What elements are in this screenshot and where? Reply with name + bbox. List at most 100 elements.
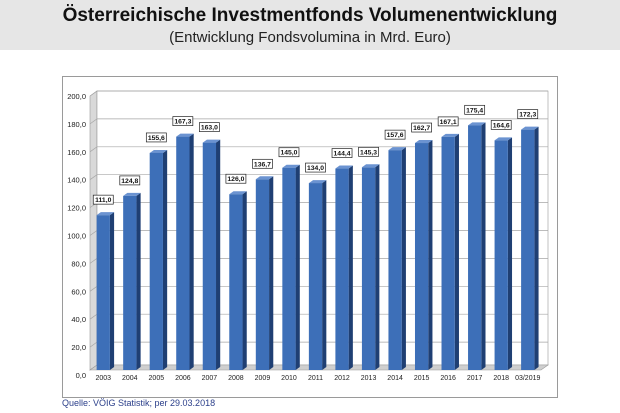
x-tick-label: 2014 xyxy=(387,375,403,382)
y-tick-label: 120,0 xyxy=(67,204,86,213)
bar xyxy=(494,140,508,370)
bar-top xyxy=(441,133,459,137)
bar-top xyxy=(521,126,539,130)
bar-top xyxy=(361,164,380,168)
bar-side xyxy=(375,164,380,370)
bar-top xyxy=(468,122,486,126)
bar xyxy=(255,179,270,370)
gridline xyxy=(89,118,548,125)
bar xyxy=(414,143,429,370)
data-label: 126,0 xyxy=(227,176,244,183)
data-label: 164,6 xyxy=(493,122,510,129)
data-label-box xyxy=(145,132,167,143)
bar-top xyxy=(335,165,353,169)
data-label: 145,3 xyxy=(360,149,377,156)
data-label: 162,7 xyxy=(413,125,430,132)
data-label: 145,0 xyxy=(280,150,297,157)
data-label-box xyxy=(411,122,432,133)
bar-side xyxy=(109,212,115,370)
x-tick-label: 2015 xyxy=(414,375,430,382)
data-label: 124,8 xyxy=(121,178,138,185)
bar-top xyxy=(96,212,115,216)
x-tick-label: 2003 xyxy=(95,375,111,382)
bar-top xyxy=(229,191,247,195)
data-label-box xyxy=(225,173,247,184)
bar-side xyxy=(136,192,141,370)
y-tick-label: 160,0 xyxy=(67,148,86,157)
y-tick-label: 0,0 xyxy=(76,371,86,380)
y-tick-label: 200,0 xyxy=(67,92,86,101)
bar-top xyxy=(414,140,433,144)
chart-subtitle: (Entwicklung Fondsvolumina in Mrd. Euro) xyxy=(169,29,451,46)
side-wall xyxy=(89,90,98,371)
data-label-box xyxy=(464,104,486,115)
bar xyxy=(308,183,323,370)
bar-side xyxy=(481,122,486,370)
chart-title: Österreichische Investmentfonds Volumene… xyxy=(62,5,558,26)
data-label-box xyxy=(92,194,114,205)
bar-top xyxy=(176,133,194,137)
data-label-box xyxy=(305,162,326,173)
bar-top xyxy=(149,149,168,153)
bar-side xyxy=(534,126,539,370)
bar-side xyxy=(322,180,327,370)
data-label: 157,6 xyxy=(387,132,404,139)
bar-top xyxy=(202,139,221,143)
bar xyxy=(149,152,163,370)
y-tick-label: 100,0 xyxy=(67,232,86,241)
x-tick-label: 2013 xyxy=(361,375,377,382)
data-label-box xyxy=(119,175,141,186)
data-label: 134,0 xyxy=(307,165,324,172)
y-tick-label: 140,0 xyxy=(67,176,86,185)
data-label: 163,0 xyxy=(201,125,218,132)
bar xyxy=(521,129,535,370)
bar-side xyxy=(454,133,459,370)
data-label-box xyxy=(252,158,273,169)
y-tick-label: 60,0 xyxy=(71,287,86,296)
bar xyxy=(441,136,455,370)
bar-top xyxy=(123,192,141,196)
data-label-box xyxy=(199,122,220,132)
bar-top xyxy=(308,180,327,184)
data-label-box xyxy=(172,116,194,126)
x-tick-label: 2012 xyxy=(334,375,350,382)
y-tick-label: 180,0 xyxy=(67,120,86,129)
bar-side xyxy=(401,147,406,370)
data-label-box xyxy=(517,109,539,119)
bar xyxy=(123,195,137,370)
y-tick-label: 20,0 xyxy=(71,343,86,352)
data-label: 144,4 xyxy=(334,151,351,158)
x-tick-label: 2005 xyxy=(149,375,165,382)
bar xyxy=(176,136,190,370)
bar-top xyxy=(255,176,274,180)
gridline xyxy=(89,90,548,97)
x-tick-label: 03/2019 xyxy=(515,375,540,382)
bar-side xyxy=(295,164,300,370)
bar-side xyxy=(162,149,168,370)
bar-side xyxy=(507,137,513,370)
bar-side xyxy=(189,133,194,370)
x-tick-label: 2016 xyxy=(440,375,456,382)
bar xyxy=(282,167,296,370)
data-label-box xyxy=(358,146,379,157)
bar-side xyxy=(216,139,221,370)
data-label: 172,3 xyxy=(519,112,536,119)
bar xyxy=(202,142,217,370)
data-label: 155,6 xyxy=(148,135,165,142)
source-note: Quelle: VÖIG Statistik; per 29.03.2018 xyxy=(62,398,216,408)
data-label: 111,0 xyxy=(95,197,111,204)
data-label: 136,7 xyxy=(254,161,271,168)
bar-top xyxy=(282,164,300,168)
x-tick-label: 2011 xyxy=(308,375,323,382)
x-tick-label: 2009 xyxy=(255,375,271,382)
y-tick-label: 80,0 xyxy=(71,259,86,268)
bar xyxy=(468,125,482,370)
bar-side xyxy=(428,140,433,370)
bar-top xyxy=(388,147,406,151)
data-label-box xyxy=(437,116,459,127)
data-label-box xyxy=(331,148,353,158)
data-label-box xyxy=(384,129,406,140)
header-band: Österreichische Investmentfonds Volumene… xyxy=(0,0,620,50)
gridline xyxy=(89,146,548,153)
